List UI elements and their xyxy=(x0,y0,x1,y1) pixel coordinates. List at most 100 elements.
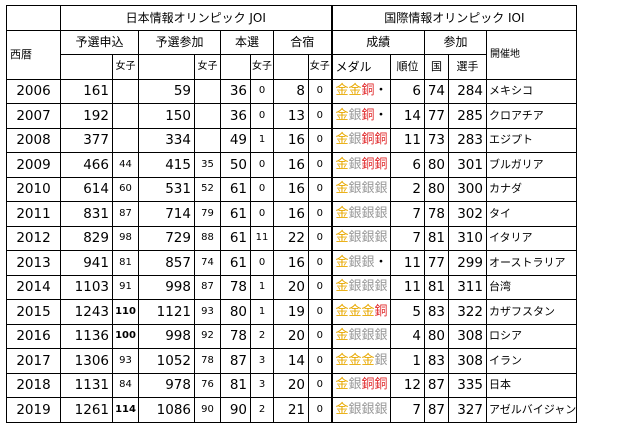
medal-glyph: 銀 xyxy=(348,279,362,295)
medal-glyph: 銀 xyxy=(348,181,362,197)
medal-glyph: 銅 xyxy=(361,83,375,99)
medal-glyph: 銀 xyxy=(348,205,362,221)
countries-cell: 80 xyxy=(424,323,449,349)
participation-header: 参加 xyxy=(424,29,487,55)
medal-glyph: 銅 xyxy=(374,303,388,319)
camp-cell: 16 xyxy=(273,176,309,202)
olympiad-results-table: 日本情報オリンピック JOI 国際情報オリンピック IOI 西暦 予選申込 予選… xyxy=(6,5,578,423)
prelim-apply-cell: 192 xyxy=(60,103,113,129)
medal-glyph: 金 xyxy=(348,303,362,319)
medal-glyph: 銅 xyxy=(374,377,388,393)
prelim-take-girls-cell xyxy=(194,127,221,153)
camp-girls-cell: 0 xyxy=(308,397,333,423)
final-cell: 49 xyxy=(220,127,251,153)
camp-cell: 19 xyxy=(273,299,309,325)
medal-glyph: 金 xyxy=(335,401,349,417)
prelim-take-cell: 714 xyxy=(138,201,195,227)
prelim-apply-girls-cell: 81 xyxy=(112,250,139,276)
year-cell: 2009 xyxy=(6,152,61,178)
medal-glyph: 銀 xyxy=(361,181,375,197)
rank-cell: 12 xyxy=(390,372,425,398)
medal-glyph: 金 xyxy=(335,303,349,319)
medal-glyph: 銅 xyxy=(374,156,388,172)
rank-cell: 11 xyxy=(390,274,425,300)
medal-glyph: 銅 xyxy=(374,132,388,148)
final-girls-cell: 1 xyxy=(250,299,274,325)
medal-glyph: 金 xyxy=(335,181,349,197)
final-cell: 90 xyxy=(220,397,251,423)
prelim-apply-cell: 1261 xyxy=(60,397,113,423)
medal-glyph: 金 xyxy=(335,377,349,393)
medals-cell: 金銀銀銀 xyxy=(331,397,391,423)
final-header: 本選 xyxy=(220,29,274,55)
year-cell: 2016 xyxy=(6,323,61,349)
rank-cell: 7 xyxy=(390,201,425,227)
medal-glyph: 金 xyxy=(361,303,375,319)
prelim-take-header: 予選参加 xyxy=(138,29,221,55)
final-girls-cell: 3 xyxy=(250,372,274,398)
medal-glyph: 銀 xyxy=(361,205,375,221)
prelim-take-cell: 59 xyxy=(138,78,195,104)
table-row: 2016 1136 100 998 92 78 2 20 0 金銀銀銀 4 80 308 ロシア xyxy=(6,323,578,349)
final-girls-header: 女子 xyxy=(250,54,274,80)
medal-glyph: 銀 xyxy=(361,254,375,270)
prelim-take-cell: 415 xyxy=(138,152,195,178)
prelim-take-cell: 998 xyxy=(138,274,195,300)
countries-cell: 87 xyxy=(424,397,449,423)
medal-glyph: 金 xyxy=(348,352,362,368)
medal-glyph: 銀 xyxy=(374,181,388,197)
rank-cell: 7 xyxy=(390,397,425,423)
prelim-apply-girls-cell: 87 xyxy=(112,201,139,227)
medals-cell: 金銀銀銀 xyxy=(331,176,391,202)
prelim-take-girls-cell: 92 xyxy=(194,323,221,349)
camp-girls-cell: 0 xyxy=(308,323,333,349)
rank-cell: 4 xyxy=(390,323,425,349)
camp-cell: 21 xyxy=(273,397,309,423)
year-cell: 2008 xyxy=(6,127,61,153)
medal-glyph: 銀 xyxy=(348,156,362,172)
final-girls-cell: 0 xyxy=(250,152,274,178)
final-cell: 78 xyxy=(220,274,251,300)
camp-cell: 14 xyxy=(273,348,309,374)
prelim-apply-girls-cell xyxy=(112,103,139,129)
players-cell: 301 xyxy=(448,152,487,178)
medal-header: メダル xyxy=(331,54,391,80)
players-cell: 327 xyxy=(448,397,487,423)
prelim-take-girls-cell: 87 xyxy=(194,274,221,300)
prelim-apply-cell: 829 xyxy=(60,225,113,251)
prelim-take-cell: 334 xyxy=(138,127,195,153)
camp-girls-cell: 0 xyxy=(308,250,333,276)
table-row: 2013 941 81 857 74 61 0 16 0 金銀銀・ 11 77 299 オーストラリア xyxy=(6,250,578,276)
prelim-apply-header: 予選申込 xyxy=(60,29,139,55)
rank-cell: 1 xyxy=(390,348,425,374)
prelim-take-girls-cell xyxy=(194,103,221,129)
host-cell: イラン xyxy=(485,348,578,374)
camp-cell: 20 xyxy=(273,274,309,300)
medal-glyph: 銀 xyxy=(348,132,362,148)
prelim-apply-cell: 466 xyxy=(60,152,113,178)
camp-girls-cell: 0 xyxy=(308,348,333,374)
medals-cell: 金金金銀 xyxy=(331,348,391,374)
host-cell: タイ xyxy=(485,201,578,227)
prelim-apply-cell: 161 xyxy=(60,78,113,104)
prelim-apply-cell: 1306 xyxy=(60,348,113,374)
final-cell: 80 xyxy=(220,299,251,325)
prelim-apply-girls-cell: 44 xyxy=(112,152,139,178)
medals-cell: 金銀銅銅 xyxy=(331,127,391,153)
medal-glyph: 銀 xyxy=(374,328,388,344)
medal-glyph: 金 xyxy=(335,205,349,221)
medal-glyph: 銀 xyxy=(374,230,388,246)
medal-glyph: 銀 xyxy=(374,279,388,295)
countries-cell: 81 xyxy=(424,225,449,251)
prelim-apply-cell: 1131 xyxy=(60,372,113,398)
final-girls-cell: 0 xyxy=(250,176,274,202)
prelim-take-cell: 150 xyxy=(138,103,195,129)
medal-glyph: 銀 xyxy=(361,401,375,417)
countries-cell: 78 xyxy=(424,201,449,227)
camp-girls-cell: 0 xyxy=(308,176,333,202)
medal-glyph: 銀 xyxy=(374,205,388,221)
host-cell: メキシコ xyxy=(485,78,578,104)
camp-girls-cell: 0 xyxy=(308,103,333,129)
camp-cell: 16 xyxy=(273,201,309,227)
host-cell: カナダ xyxy=(485,176,578,202)
